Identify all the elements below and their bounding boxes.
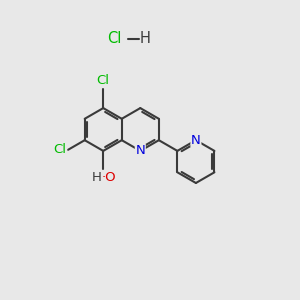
Text: Cl: Cl [107,31,122,46]
Text: N: N [191,134,201,147]
Text: Cl: Cl [53,143,67,156]
Text: Cl: Cl [97,74,110,87]
Text: N: N [135,144,145,158]
Text: H: H [139,31,150,46]
Text: ·O: ·O [102,171,116,184]
Text: H: H [92,171,102,184]
